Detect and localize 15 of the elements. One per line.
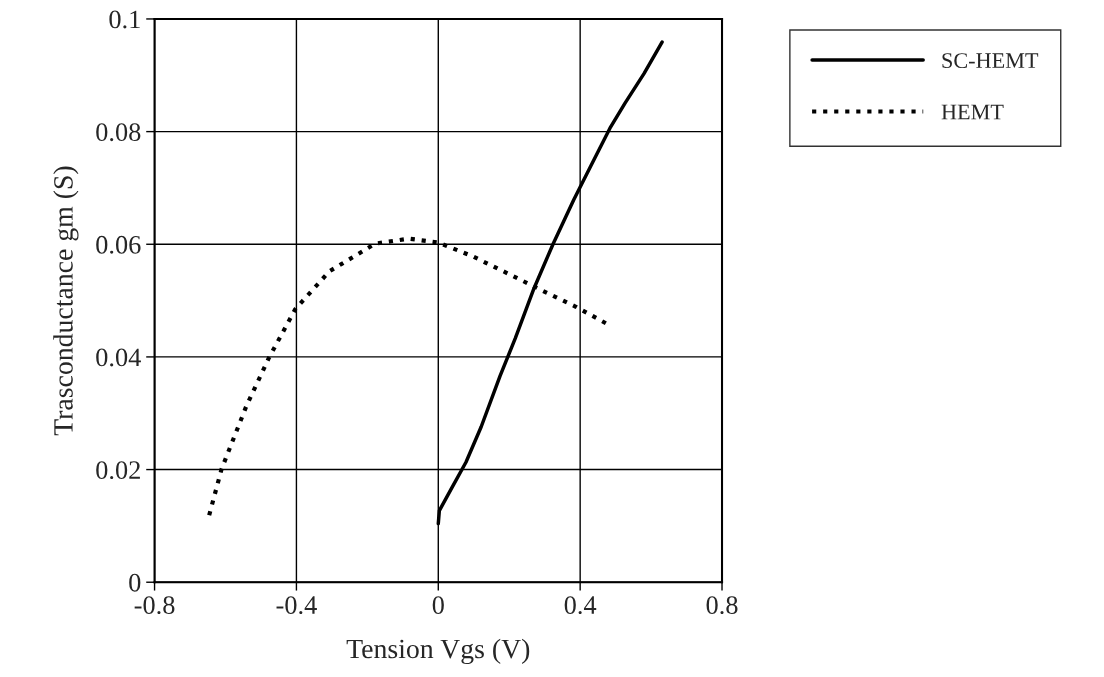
y-tick-label: 0.08 [96,123,141,142]
text: HEMT [941,104,1004,120]
x-tick-label: -0.4 [276,596,317,615]
y-axis-title: Trasconductance gm (S) [53,166,79,436]
y-tick-label: 0.02 [96,461,140,480]
x-tick-label: 0 [432,596,444,614]
text: SC-HEMT [942,53,1039,69]
y-tick-label: 0.04 [96,348,141,367]
y-tick-label: 0.1 [109,10,140,29]
x-tick-label: 0.4 [564,596,597,615]
x-axis-title: Tension Vgs (V) [346,638,530,665]
y-tick-label: 0.06 [96,235,141,254]
y-tick-label: 0 [129,573,141,592]
x-tick-label: 0.8 [706,596,738,615]
x-tick-label: -0.8 [134,596,175,615]
